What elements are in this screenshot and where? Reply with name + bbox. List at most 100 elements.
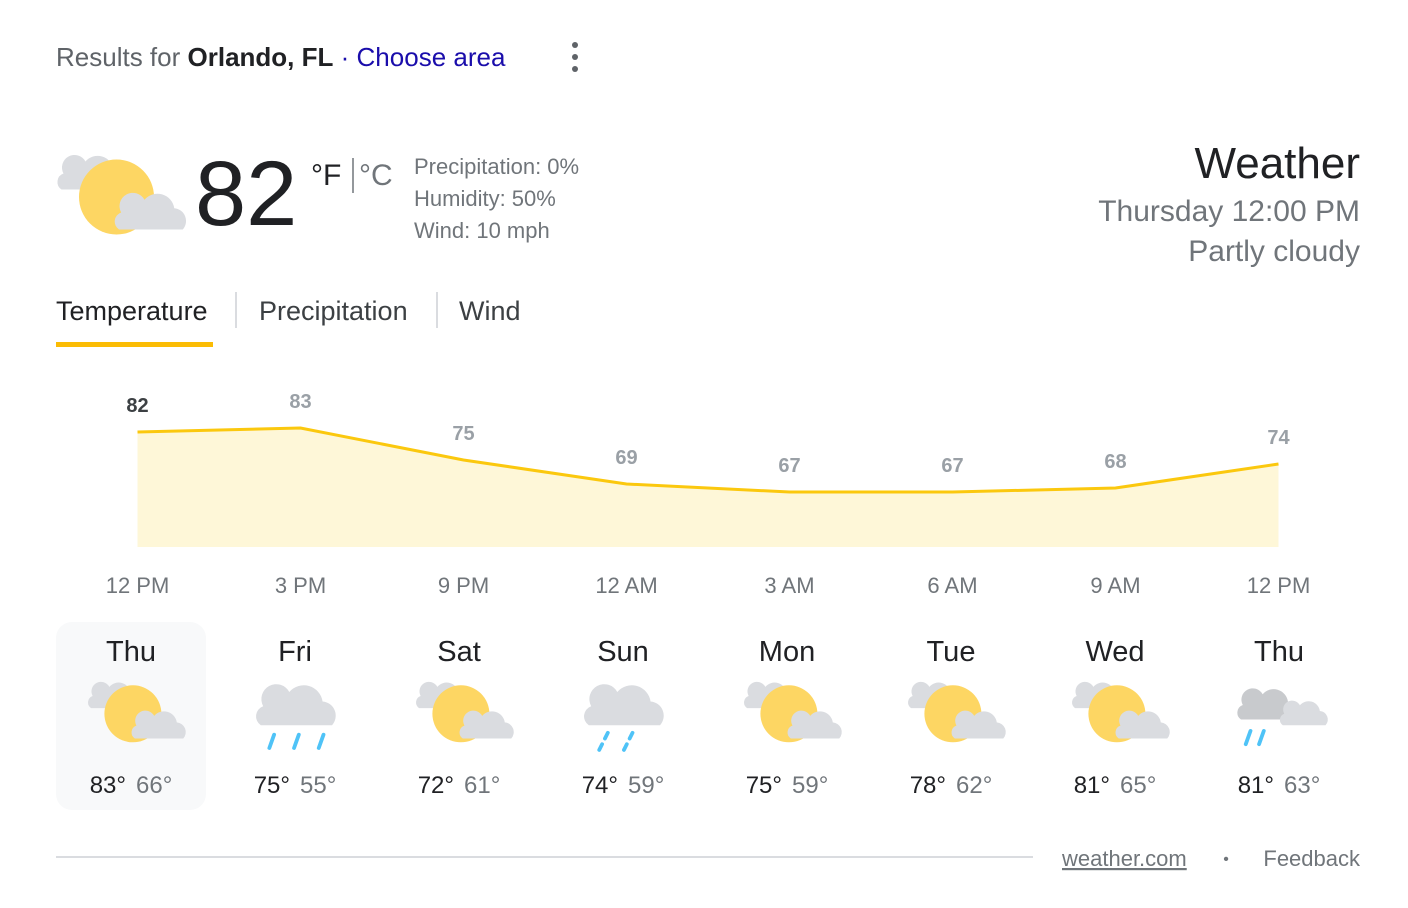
time-label: 3 PM — [275, 573, 326, 598]
separator: · — [341, 42, 350, 72]
time-label: 3 AM — [764, 573, 814, 598]
low-temp: 62° — [956, 772, 992, 799]
high-temp: 72° — [418, 772, 454, 799]
low-temp: 65° — [1120, 772, 1156, 799]
location: Orlando, FL — [188, 42, 334, 72]
rain-drop — [267, 732, 277, 750]
tab[interactable]: Temperature — [56, 296, 208, 326]
day-temps: 75° 55° — [254, 772, 337, 799]
time-label: 12 PM — [106, 573, 170, 598]
temperature-label: 83 — [289, 391, 311, 413]
high-temp: 81° — [1238, 772, 1274, 799]
rain-drop — [627, 730, 635, 741]
rain-drop — [292, 732, 301, 750]
high-temp: 81° — [1074, 772, 1110, 799]
header-prefix: Results for — [56, 42, 181, 72]
cloud — [459, 710, 514, 739]
day-temps: 78° 62° — [910, 772, 993, 799]
day-name[interactable]: Sun — [597, 636, 649, 668]
cloud — [131, 710, 186, 739]
day-name[interactable]: Mon — [759, 636, 815, 668]
day-name[interactable]: Thu — [1254, 636, 1304, 668]
tab[interactable]: Precipitation — [259, 296, 408, 326]
high-temp: 75° — [254, 772, 290, 799]
source-link[interactable]: weather.com — [1061, 846, 1187, 871]
day-name[interactable]: Wed — [1085, 636, 1144, 668]
temperature-label: 67 — [941, 455, 963, 477]
day-temps: 72° 61° — [418, 772, 501, 799]
temperature-line — [137, 426, 1279, 494]
weather-icon — [1072, 681, 1170, 743]
day-temps: 83° 66° — [90, 772, 173, 799]
weather-icon — [908, 681, 1006, 743]
cloud — [1237, 688, 1298, 720]
details: Precipitation: 0% Humidity: 50% Wind: 10 m… — [414, 154, 579, 243]
cloud — [1279, 700, 1328, 726]
active-tab-indicator — [56, 342, 213, 347]
time-label: 12 PM — [1247, 573, 1311, 598]
low-temp: 59° — [628, 772, 664, 799]
temperature-label: 74 — [1267, 427, 1290, 449]
low-temp: 61° — [464, 772, 500, 799]
time-label: 9 AM — [1090, 573, 1140, 598]
low-temp: 55° — [300, 772, 336, 799]
cloud — [256, 684, 336, 726]
time-label: 12 AM — [595, 573, 657, 598]
feedback-link[interactable]: Feedback — [1263, 846, 1361, 871]
cloud — [787, 710, 842, 739]
day-name[interactable]: Thu — [106, 636, 156, 668]
weather-icon — [416, 681, 514, 743]
low-temp: 59° — [792, 772, 828, 799]
day-temps: 74° 59° — [582, 772, 665, 799]
header: Results for Orlando, FL · Choose area — [56, 42, 506, 72]
more-menu[interactable] — [572, 42, 578, 72]
rain-drop — [1243, 729, 1253, 747]
choose-area-link[interactable]: Choose area — [357, 42, 506, 72]
day-name[interactable]: Fri — [278, 636, 312, 668]
high-temp: 74° — [582, 772, 618, 799]
weather-icon — [88, 681, 186, 743]
day-name[interactable]: Sat — [437, 636, 481, 668]
rain-drop — [622, 742, 629, 752]
weather-title: Weather — [1195, 139, 1361, 188]
high-temp: 78° — [910, 772, 946, 799]
current-condition: Partly cloudy — [1188, 235, 1360, 268]
high-temp: 75° — [746, 772, 782, 799]
temperature-label: 67 — [778, 455, 800, 477]
cloud — [584, 684, 664, 726]
weather-icon — [1237, 688, 1328, 747]
time-label: 9 PM — [438, 573, 489, 598]
low-temp: 66° — [136, 772, 172, 799]
temperature-label: 68 — [1104, 451, 1126, 473]
day-name[interactable]: Tue — [927, 636, 976, 668]
low-temp: 63° — [1284, 772, 1320, 799]
day-temps: 81° 65° — [1074, 772, 1157, 799]
rain-drop — [597, 742, 604, 752]
weather-icon — [256, 684, 336, 750]
high-temp: 83° — [90, 772, 126, 799]
tab[interactable]: Wind — [459, 296, 521, 326]
temperature-area — [137, 428, 1279, 547]
temperature-label: 69 — [615, 447, 637, 469]
cloud — [951, 710, 1006, 739]
footer-dot: • — [1223, 851, 1229, 868]
day-temps: 81° 63° — [1238, 772, 1321, 799]
detail-line: Wind: 10 mph — [414, 218, 550, 243]
cloud — [114, 192, 187, 230]
weather-icon — [57, 154, 187, 235]
unit-f[interactable]: °F — [311, 159, 341, 192]
day-temps: 75° 59° — [746, 772, 829, 799]
detail-line: Humidity: 50% — [414, 186, 556, 211]
temperature-label: 82 — [126, 395, 148, 417]
current-time: Thursday 12:00 PM — [1098, 195, 1360, 228]
rain-drop — [1257, 729, 1266, 747]
current-temperature: 82 — [195, 143, 297, 245]
cloud — [1115, 710, 1170, 739]
time-label: 6 AM — [927, 573, 977, 598]
weather-icon — [584, 684, 664, 752]
unit-c[interactable]: °C — [359, 159, 393, 192]
rain-drop — [316, 732, 326, 750]
temperature-label: 75 — [452, 423, 474, 445]
